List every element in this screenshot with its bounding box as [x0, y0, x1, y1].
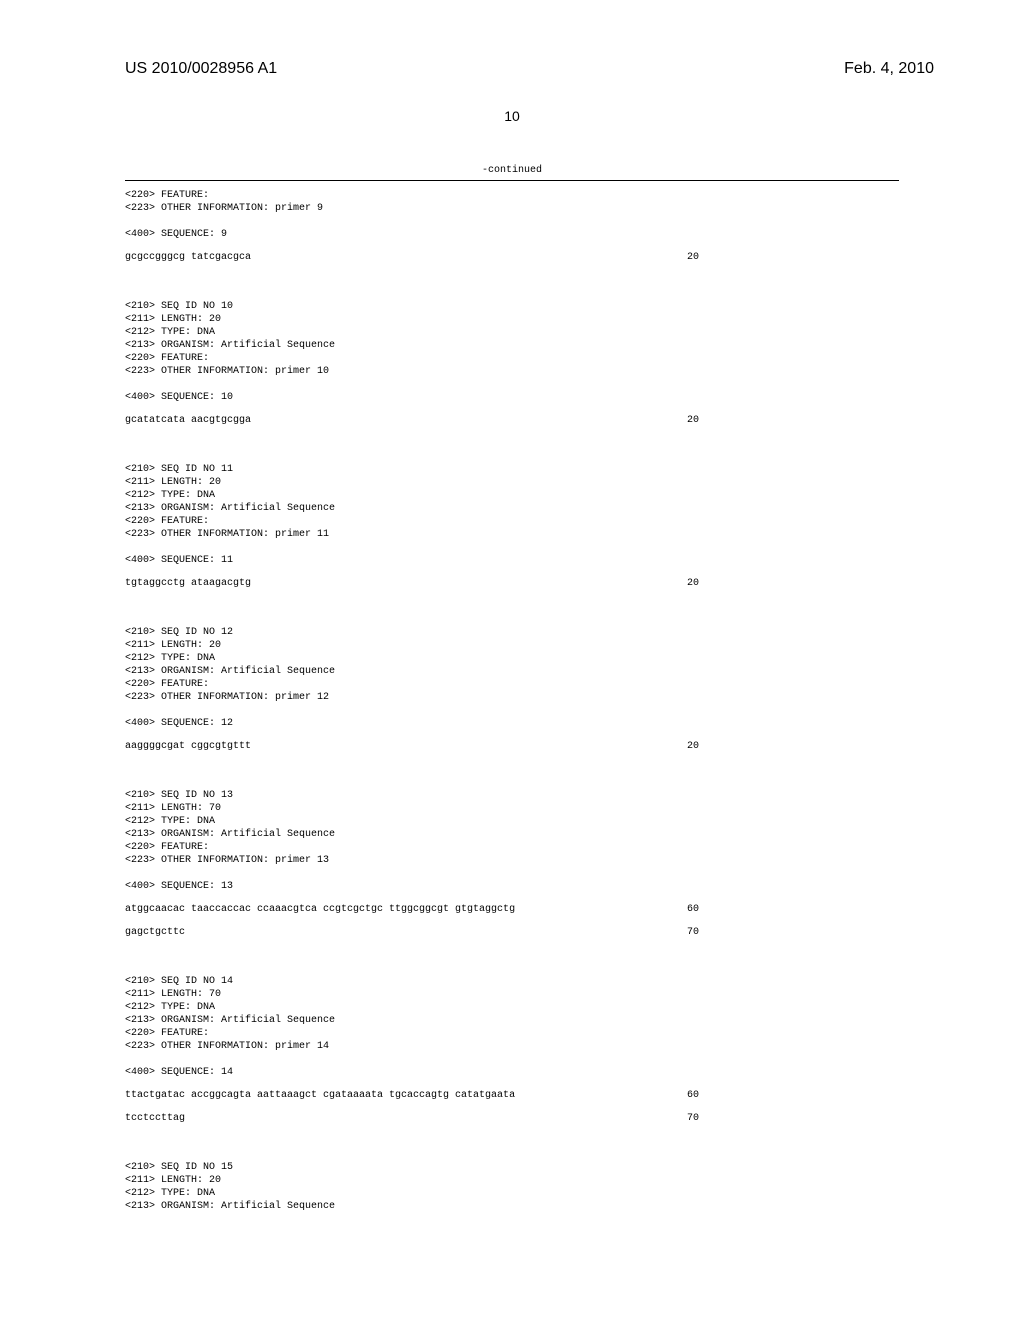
sequence-meta-line: <210> SEQ ID NO 10 — [125, 300, 899, 313]
sequence-meta-line: <213> ORGANISM: Artificial Sequence — [125, 1200, 899, 1213]
continued-label: -continued — [125, 164, 899, 177]
block-spacer — [125, 445, 899, 463]
sequence-block: <210> SEQ ID NO 11<211> LENGTH: 20<212> … — [125, 463, 899, 590]
sequence-data-line: tgtaggcctg ataagacgtg 20 — [125, 577, 899, 590]
sequence-meta-line: <210> SEQ ID NO 11 — [125, 463, 899, 476]
sequence-meta-line: <223> OTHER INFORMATION: primer 11 — [125, 528, 899, 541]
sequence-meta-line: <212> TYPE: DNA — [125, 1187, 899, 1200]
sequence-block: <220> FEATURE:<223> OTHER INFORMATION: p… — [125, 189, 899, 264]
patent-number: US 2010/0028956 A1 — [125, 60, 277, 78]
sequence-data-line: aaggggcgat cggcgtgttt 20 — [125, 740, 899, 753]
block-spacer — [125, 771, 899, 789]
sequence-meta-line: <212> TYPE: DNA — [125, 1001, 899, 1014]
sequence-data-line: gcgccgggcg tatcgacgca 20 — [125, 251, 899, 264]
sequence-meta-line: <220> FEATURE: — [125, 189, 899, 202]
sequence-meta-line: <210> SEQ ID NO 15 — [125, 1161, 899, 1174]
sequence-meta-line — [125, 1053, 899, 1066]
sequence-meta-line: <400> SEQUENCE: 11 — [125, 554, 899, 567]
sequence-meta-line: <213> ORGANISM: Artificial Sequence — [125, 828, 899, 841]
sequence-meta-line: <210> SEQ ID NO 14 — [125, 975, 899, 988]
sequence-meta-line — [125, 378, 899, 391]
sequence-meta-line: <220> FEATURE: — [125, 1027, 899, 1040]
sequence-meta-line: <220> FEATURE: — [125, 841, 899, 854]
sequence-meta-line: <211> LENGTH: 70 — [125, 802, 899, 815]
sequence-data-line: gagctgcttc 70 — [125, 926, 899, 939]
sequence-meta-line: <213> ORGANISM: Artificial Sequence — [125, 339, 899, 352]
sequence-position: 60 — [687, 1089, 899, 1102]
sequence-meta-line: <211> LENGTH: 20 — [125, 1174, 899, 1187]
block-spacer — [125, 1143, 899, 1161]
sequence-blocks: <220> FEATURE:<223> OTHER INFORMATION: p… — [125, 189, 899, 1213]
sequence-position: 20 — [687, 414, 899, 427]
sequence-meta-line — [125, 541, 899, 554]
page-header: US 2010/0028956 A1 Feb. 4, 2010 — [0, 0, 1024, 78]
sequence-position: 20 — [687, 740, 899, 753]
sequence-meta-line: <211> LENGTH: 20 — [125, 476, 899, 489]
sequence-meta-line: <220> FEATURE: — [125, 678, 899, 691]
sequence-meta-line: <400> SEQUENCE: 9 — [125, 228, 899, 241]
sequence-position: 70 — [687, 926, 899, 939]
sequence-meta-line: <400> SEQUENCE: 13 — [125, 880, 899, 893]
sequence-text: gcatatcata aacgtgcgga — [125, 414, 251, 427]
sequence-meta-line — [125, 704, 899, 717]
sequence-text: gagctgcttc — [125, 926, 185, 939]
sequence-meta-line: <212> TYPE: DNA — [125, 652, 899, 665]
sequence-meta-line: <220> FEATURE: — [125, 515, 899, 528]
sequence-block: <210> SEQ ID NO 14<211> LENGTH: 70<212> … — [125, 975, 899, 1125]
sequence-meta-line: <210> SEQ ID NO 13 — [125, 789, 899, 802]
sequence-meta-line: <400> SEQUENCE: 12 — [125, 717, 899, 730]
sequence-meta-line: <223> OTHER INFORMATION: primer 9 — [125, 202, 899, 215]
sequence-meta-line: <212> TYPE: DNA — [125, 815, 899, 828]
sequence-meta-line: <212> TYPE: DNA — [125, 326, 899, 339]
sequence-data-line: ttactgatac accggcagta aattaaagct cgataaa… — [125, 1089, 899, 1102]
page-number: 10 — [0, 108, 1024, 124]
sequence-block: <210> SEQ ID NO 10<211> LENGTH: 20<212> … — [125, 300, 899, 427]
sequence-position: 20 — [687, 577, 899, 590]
sequence-meta-line: <211> LENGTH: 70 — [125, 988, 899, 1001]
sequence-listing: -continued <220> FEATURE:<223> OTHER INF… — [0, 124, 1024, 1213]
sequence-data-line: tcctccttag 70 — [125, 1112, 899, 1125]
sequence-meta-line: <223> OTHER INFORMATION: primer 14 — [125, 1040, 899, 1053]
sequence-meta-line: <400> SEQUENCE: 14 — [125, 1066, 899, 1079]
sequence-text: gcgccgggcg tatcgacgca — [125, 251, 251, 264]
publication-date: Feb. 4, 2010 — [844, 60, 934, 78]
sequence-position: 60 — [687, 903, 899, 916]
sequence-meta-line: <213> ORGANISM: Artificial Sequence — [125, 502, 899, 515]
sequence-text: tcctccttag — [125, 1112, 185, 1125]
sequence-meta-line: <213> ORGANISM: Artificial Sequence — [125, 1014, 899, 1027]
sequence-meta-line: <211> LENGTH: 20 — [125, 313, 899, 326]
block-spacer — [125, 282, 899, 300]
sequence-data-line: gcatatcata aacgtgcgga 20 — [125, 414, 899, 427]
sequence-meta-line — [125, 215, 899, 228]
sequence-position: 70 — [687, 1112, 899, 1125]
sequence-text: tgtaggcctg ataagacgtg — [125, 577, 251, 590]
sequence-text: aaggggcgat cggcgtgttt — [125, 740, 251, 753]
sequence-text: ttactgatac accggcagta aattaaagct cgataaa… — [125, 1089, 515, 1102]
sequence-meta-line: <212> TYPE: DNA — [125, 489, 899, 502]
sequence-meta-line: <211> LENGTH: 20 — [125, 639, 899, 652]
sequence-position: 20 — [687, 251, 899, 264]
sequence-meta-line: <400> SEQUENCE: 10 — [125, 391, 899, 404]
sequence-meta-line: <210> SEQ ID NO 12 — [125, 626, 899, 639]
sequence-block: <210> SEQ ID NO 15<211> LENGTH: 20<212> … — [125, 1161, 899, 1213]
sequence-block: <210> SEQ ID NO 12<211> LENGTH: 20<212> … — [125, 626, 899, 753]
sequence-meta-line: <223> OTHER INFORMATION: primer 12 — [125, 691, 899, 704]
block-spacer — [125, 957, 899, 975]
horizontal-rule — [125, 180, 899, 181]
sequence-meta-line: <223> OTHER INFORMATION: primer 10 — [125, 365, 899, 378]
sequence-text: atggcaacac taaccaccac ccaaacgtca ccgtcgc… — [125, 903, 515, 916]
sequence-meta-line: <213> ORGANISM: Artificial Sequence — [125, 665, 899, 678]
sequence-meta-line — [125, 867, 899, 880]
sequence-meta-line: <220> FEATURE: — [125, 352, 899, 365]
block-spacer — [125, 608, 899, 626]
sequence-data-line: atggcaacac taaccaccac ccaaacgtca ccgtcgc… — [125, 903, 899, 916]
sequence-meta-line: <223> OTHER INFORMATION: primer 13 — [125, 854, 899, 867]
sequence-block: <210> SEQ ID NO 13<211> LENGTH: 70<212> … — [125, 789, 899, 939]
